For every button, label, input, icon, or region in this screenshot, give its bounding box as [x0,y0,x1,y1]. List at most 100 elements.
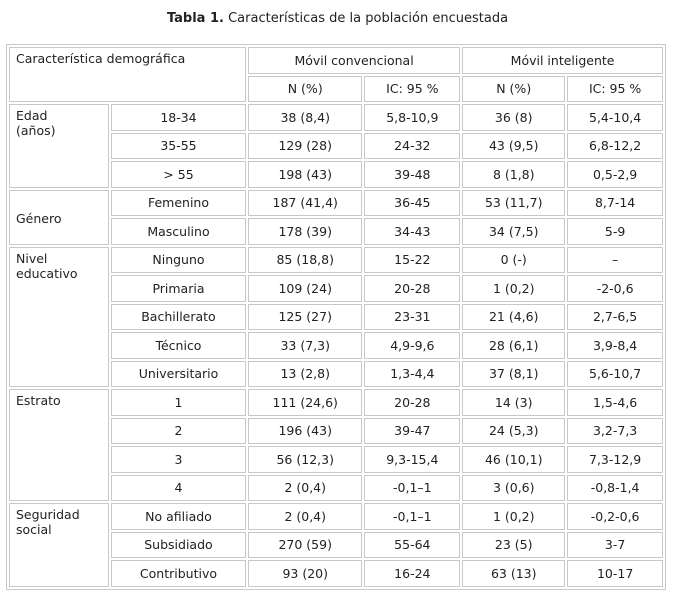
cell: 1,5-4,6 [567,389,663,416]
row: > 55 198 (43) 39-48 8 (1,8) 0,5-2,9 [9,161,663,188]
cell: – [567,246,663,273]
group-cell: Género [9,189,109,245]
row: Seguridad social No afiliado 2 (0,4) -0,1–1… [9,503,663,587]
row: Subsidiado 270 (59) 55-64 23 (5) 3-7 [9,531,663,558]
cell: Primaria [111,275,246,302]
cell: 1,3-4,4 [364,360,461,387]
cell: 5,6-10,7 [567,360,663,387]
cell: 24 (5,3) [462,417,566,444]
cell: -0,8-1,4 [567,474,663,501]
cell: 18-34 [111,104,246,131]
cell: 1 (0,2) [462,275,566,302]
cell: 0,5-2,9 [567,161,663,188]
header-cell: Característica demográfica [9,47,246,102]
cell: Femenino [111,189,246,216]
row: Estrato 1 111 (24,6) 20-28 14 (3) 1,5-4,6 [9,389,663,501]
cell: 187 (41,4) [247,189,363,216]
row: Masculino 178 (39) 34-43 34 (7,5) 5-9 [9,218,663,245]
cell: 21 (4,6) [462,303,566,330]
cell: 3 (0,6) [462,474,566,501]
cell: 16-24 [364,560,461,587]
header-cell: Móvil convencional [247,47,461,74]
group-cell: Seguridad social [9,503,109,587]
cell: -0,1–1 [364,474,461,501]
cell: Contributivo [111,560,246,587]
cell: 36-45 [364,189,461,216]
cell: 35-55 [111,132,246,159]
cell: 23 (5) [462,531,566,558]
cell: 39-47 [364,417,461,444]
header-row: Característica demográfica Móvil convenc… [9,47,663,102]
cell: 3,9-8,4 [567,332,663,359]
cell: -0,1–1 [364,503,461,530]
cell: Universitario [111,360,246,387]
cell: 5,4-10,4 [567,104,663,131]
cell: 5,8-10,9 [364,104,461,131]
cell: 15-22 [364,246,461,273]
row: 3 56 (12,3) 9,3-15,4 46 (10,1) 7,3-12,9 [9,446,663,473]
cell: 5-9 [567,218,663,245]
cell: 7,3-12,9 [567,446,663,473]
cell: Ninguno [111,246,246,273]
cell: 37 (8,1) [462,360,566,387]
group-cell: Nivel educativo [9,246,109,387]
cell: -0,2-0,6 [567,503,663,530]
header-cell: Móvil inteligente [462,47,663,74]
cell: 4 [111,474,246,501]
cell: 34 (7,5) [462,218,566,245]
row: Técnico 33 (7,3) 4,9-9,6 28 (6,1) 3,9-8,4 [9,332,663,359]
row: 2 196 (43) 39-47 24 (5,3) 3,2-7,3 [9,417,663,444]
cell: 129 (28) [247,132,363,159]
cell: 28 (6,1) [462,332,566,359]
row: Bachillerato 125 (27) 23-31 21 (4,6) 2,7-6,5 [9,303,663,330]
cell: 10-17 [567,560,663,587]
cell: 38 (8,4) [247,104,363,131]
cell: 6,8-12,2 [567,132,663,159]
cell: 1 [111,389,246,416]
cell: 196 (43) [247,417,363,444]
cell: 8,7-14 [567,189,663,216]
group-cell: Edad (años) [9,104,109,188]
cell: 13 (2,8) [247,360,363,387]
header-cell: N (%) [462,75,566,102]
caption-label: Tabla 1. [166,11,224,26]
cell: > 55 [111,161,246,188]
cell: 270 (59) [247,531,363,558]
table: Característica demográfica Móvil convenc… [6,44,666,590]
cell: 24-32 [364,132,461,159]
cell: 178 (39) [247,218,363,245]
cell: 46 (10,1) [462,446,566,473]
cell: 20-28 [364,275,461,302]
cell: 8 (1,8) [462,161,566,188]
cell: 2 (0,4) [247,474,363,501]
row: Edad (años) 18-34 38 (8,4) 5,8-10,9 36 (8) 5,… [9,104,663,188]
cell: 3 [111,446,246,473]
cell: 33 (7,3) [247,332,363,359]
cell: 20-28 [364,389,461,416]
cell: 1 (0,2) [462,503,566,530]
caption: Tabla 1. Características de la población… [0,11,675,26]
cell: 9,3-15,4 [364,446,461,473]
cell: Subsidiado [111,531,246,558]
cell: 3,2-7,3 [567,417,663,444]
cell: 14 (3) [462,389,566,416]
cell: 2,7-6,5 [567,303,663,330]
row: Género Femenino 187 (41,4) 36-45 53 (11,7) 8,… [9,189,663,245]
cell: 53 (11,7) [462,189,566,216]
cell: 125 (27) [247,303,363,330]
cell: 3-7 [567,531,663,558]
cell: 23-31 [364,303,461,330]
cell: 198 (43) [247,161,363,188]
header-cell: IC: 95 % [364,75,461,102]
cell: 4,9-9,6 [364,332,461,359]
row: Universitario 13 (2,8) 1,3-4,4 37 (8,1) 5,6-… [9,360,663,387]
header-cell: N (%) [247,75,363,102]
cell: 43 (9,5) [462,132,566,159]
cell: 34-43 [364,218,461,245]
header-row: N (%) IC: 95 % N (%) IC: 95 % [9,75,663,102]
row: 35-55 129 (28) 24-32 43 (9,5) 6,8-12,2 [9,132,663,159]
row: Primaria 109 (24) 20-28 1 (0,2) -2-0,6 [9,275,663,302]
cell: Masculino [111,218,246,245]
